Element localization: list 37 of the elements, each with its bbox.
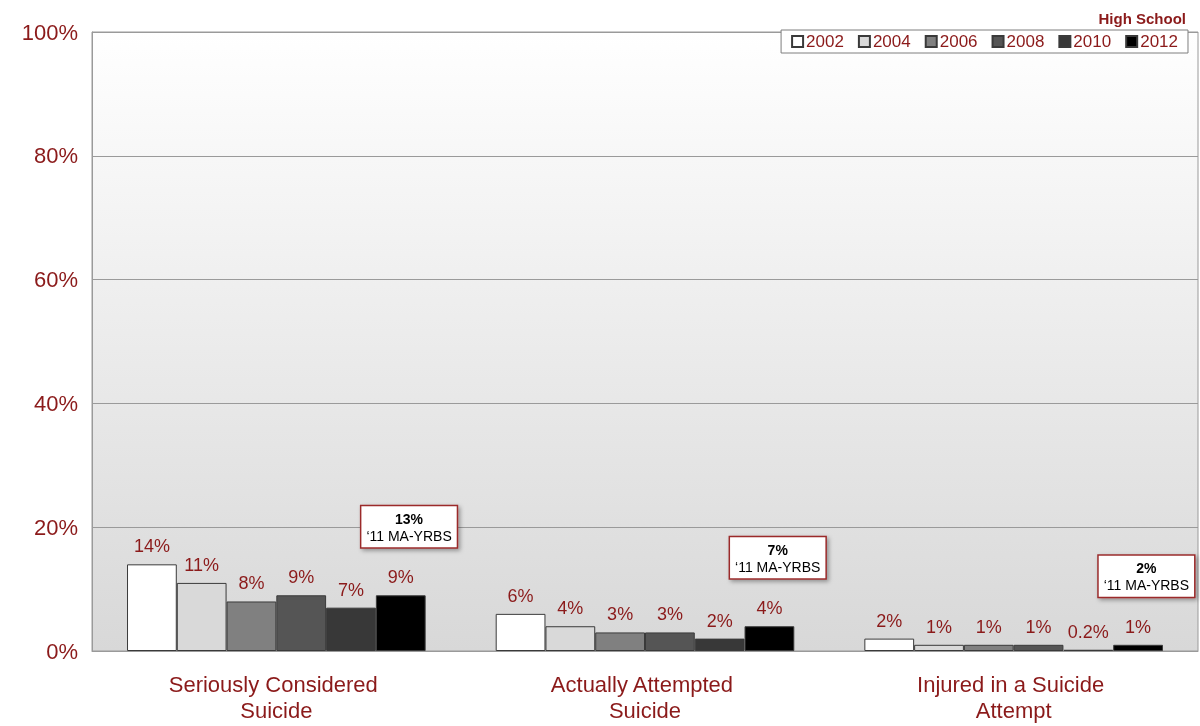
y-tick-label: 0% xyxy=(46,638,78,664)
data-label: 1% xyxy=(1125,616,1152,637)
annotation: 13% ‘11 MA-YRBS xyxy=(366,510,452,544)
data-label: 4% xyxy=(756,598,783,619)
legend-label: 2002 xyxy=(806,32,844,51)
annotation: 7% ‘11 MA-YRBS xyxy=(735,541,821,575)
legend-label: 2008 xyxy=(1006,32,1045,51)
y-tick-label: 20% xyxy=(33,514,78,540)
data-label: 7% xyxy=(337,579,364,600)
data-label: 3% xyxy=(607,604,634,625)
x-tick-label: Injured in a Suicide Attempt xyxy=(917,671,1111,723)
data-label: 11% xyxy=(184,554,220,575)
data-label: 6% xyxy=(507,585,534,606)
data-label: 8% xyxy=(238,573,265,594)
legend-label: 2012 xyxy=(1140,32,1179,51)
legend-label: 2010 xyxy=(1073,32,1112,51)
data-label: 1% xyxy=(1025,616,1052,637)
y-tick-label: 80% xyxy=(33,143,78,169)
y-tick-label: 40% xyxy=(33,390,78,416)
data-label: 1% xyxy=(975,616,1002,637)
y-tick-label: 60% xyxy=(33,267,78,293)
y-tick-label: 100% xyxy=(21,19,78,45)
x-tick-label: Actually Attempted Suicide xyxy=(550,671,740,723)
x-tick-label: Seriously Considered Suicide xyxy=(168,671,384,723)
data-label: 14% xyxy=(133,536,170,557)
legend-label: 2004 xyxy=(872,32,911,51)
legend-label: 2006 xyxy=(939,32,978,51)
data-label: 9% xyxy=(288,567,315,588)
chart-title: High School xyxy=(1098,10,1186,27)
data-label: 9% xyxy=(387,567,414,588)
data-label: 2% xyxy=(876,610,903,631)
annotation: 2% ‘11 MA-YRBS xyxy=(1103,560,1190,594)
data-label: 4% xyxy=(557,598,584,619)
data-label: 2% xyxy=(706,610,733,631)
data-label: 1% xyxy=(926,616,953,637)
data-label: 0.2% xyxy=(1067,621,1109,642)
data-label: 3% xyxy=(656,604,683,625)
